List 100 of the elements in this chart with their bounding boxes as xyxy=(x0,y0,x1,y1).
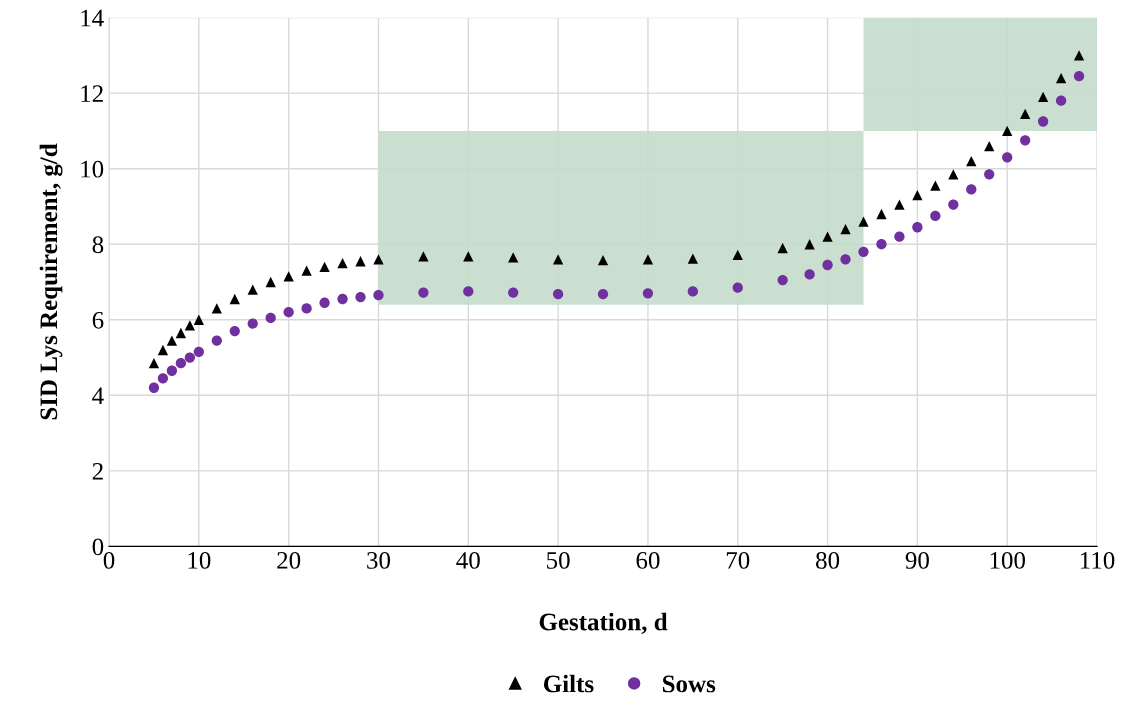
legend-label: Sows xyxy=(662,675,716,693)
point xyxy=(642,288,654,299)
y-tick-label: 6 xyxy=(92,311,104,329)
x-tick-label: 90 xyxy=(905,551,929,569)
point xyxy=(463,286,474,297)
point xyxy=(211,303,222,314)
point xyxy=(930,180,941,191)
point xyxy=(418,251,429,262)
y-tick-label: 0 xyxy=(92,538,104,556)
point xyxy=(1037,116,1049,127)
point xyxy=(337,293,348,305)
point xyxy=(175,327,187,339)
point xyxy=(301,303,312,314)
point xyxy=(912,189,923,201)
point xyxy=(193,346,204,358)
point xyxy=(247,318,258,329)
point xyxy=(355,291,366,303)
point xyxy=(858,216,869,227)
point xyxy=(301,265,312,276)
point xyxy=(229,293,240,305)
point xyxy=(1002,125,1013,137)
x-tick-label: 60 xyxy=(636,551,660,569)
point xyxy=(211,335,222,346)
point xyxy=(247,284,258,295)
point xyxy=(1037,91,1049,103)
point xyxy=(858,246,869,257)
point xyxy=(912,222,923,233)
x-tick-label: 30 xyxy=(367,551,391,569)
point xyxy=(804,239,815,250)
point xyxy=(319,297,330,308)
y-tick-label: 10 xyxy=(81,160,104,178)
x-tick-label: 0 xyxy=(103,551,115,569)
point xyxy=(1055,95,1067,106)
point xyxy=(1055,72,1067,84)
x-tick-label: 20 xyxy=(277,551,301,569)
x-tick-label: 40 xyxy=(456,551,480,569)
point xyxy=(418,287,429,298)
y-tick-label: 4 xyxy=(92,387,104,404)
point xyxy=(948,169,959,180)
x-tick-label: 110 xyxy=(1080,551,1115,569)
point xyxy=(984,140,995,152)
point xyxy=(184,352,196,363)
x-tick-label: 100 xyxy=(990,551,1025,569)
y-tick-label: 14 xyxy=(81,9,104,27)
point xyxy=(148,358,160,369)
point xyxy=(894,231,905,242)
y-tick-label: 12 xyxy=(81,85,103,102)
point xyxy=(283,307,294,318)
point xyxy=(840,254,851,265)
point xyxy=(373,254,384,265)
point xyxy=(373,290,384,301)
point xyxy=(687,253,698,264)
point xyxy=(337,257,348,269)
x-axis-title: Gestation, d xyxy=(539,612,668,635)
point xyxy=(777,274,788,286)
point xyxy=(175,358,187,369)
x-tick-label: 70 xyxy=(726,551,750,569)
point xyxy=(1020,108,1031,120)
point xyxy=(1073,71,1085,82)
point xyxy=(166,365,178,376)
point xyxy=(597,288,609,300)
legend-label: Gilts xyxy=(543,674,594,693)
point xyxy=(265,312,276,324)
x-tick-label: 80 xyxy=(816,551,840,569)
point xyxy=(966,184,977,195)
point xyxy=(876,208,887,220)
point xyxy=(876,239,887,250)
point xyxy=(157,344,169,356)
point xyxy=(732,282,743,293)
point xyxy=(822,231,833,242)
point xyxy=(597,254,609,266)
point xyxy=(319,261,330,273)
point xyxy=(166,335,178,346)
x-tick-label: 50 xyxy=(547,551,570,569)
point xyxy=(642,254,654,265)
point xyxy=(822,259,833,271)
point xyxy=(552,288,564,300)
point xyxy=(148,382,160,393)
point xyxy=(930,210,941,222)
point xyxy=(508,287,519,298)
point xyxy=(894,199,905,210)
point xyxy=(265,276,276,288)
point xyxy=(1002,152,1013,163)
point xyxy=(687,286,698,297)
y-axis-title: SID Lys Requirement, g/d xyxy=(39,143,63,420)
x-tick-label: 10 xyxy=(188,551,211,569)
y-tick-label: 2 xyxy=(92,462,103,480)
point xyxy=(732,249,743,260)
point xyxy=(157,373,169,384)
point xyxy=(193,314,204,325)
point xyxy=(552,254,564,265)
point xyxy=(1073,50,1085,61)
point xyxy=(184,320,196,331)
point xyxy=(283,271,294,282)
point xyxy=(966,155,977,167)
point xyxy=(984,169,995,180)
y-tick-label: 8 xyxy=(92,236,104,254)
point xyxy=(229,325,240,337)
point xyxy=(777,242,788,254)
point xyxy=(948,199,959,210)
